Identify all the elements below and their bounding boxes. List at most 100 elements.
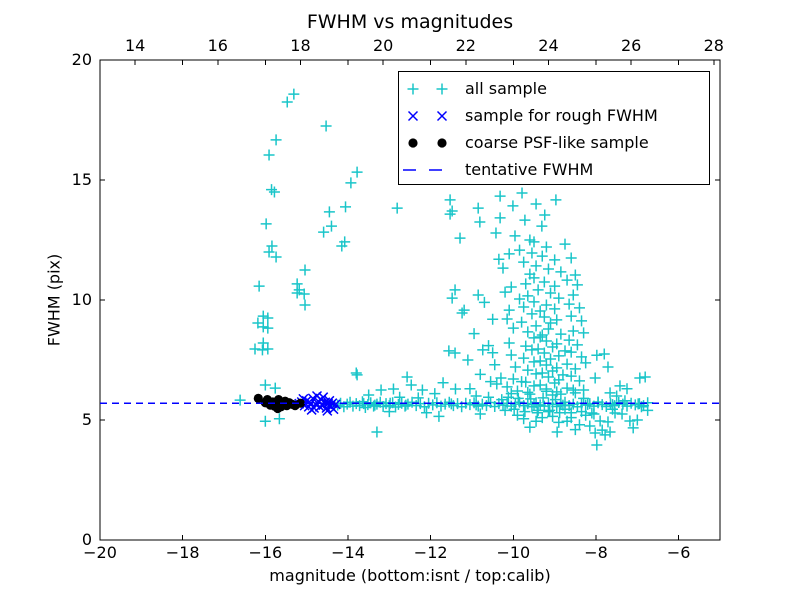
scatter-point: [547, 365, 559, 377]
tick-label: 24: [538, 36, 558, 55]
scatter-point: [499, 404, 511, 416]
scatter-point: [474, 216, 486, 228]
scatter-point: [436, 110, 448, 121]
scatter-point: [534, 305, 546, 317]
scatter-point: [536, 412, 548, 424]
scatter-point: [509, 361, 521, 373]
legend-entry-plus: all sample: [399, 75, 709, 102]
scatter-point: [516, 376, 528, 388]
scatter-point: [472, 202, 484, 214]
scatter-point: [322, 405, 333, 416]
scatter-point: [542, 263, 554, 275]
tick-label: 28: [704, 36, 724, 55]
scatter-point: [449, 347, 461, 359]
scatter-point: [253, 280, 265, 292]
scatter-point: [571, 339, 583, 351]
scatter-point: [436, 83, 448, 94]
scatter-point: [266, 184, 278, 196]
scatter-point: [330, 399, 341, 410]
scatter-point: [518, 301, 530, 313]
scatter-point: [555, 266, 567, 278]
x-axis-bottom-ticks: −20 −18 −16 −14 −12 −10 −8 −6: [83, 60, 690, 562]
scatter-point: [257, 337, 269, 349]
scatter-point: [634, 372, 646, 384]
scatter-point: [528, 272, 540, 284]
scatter-point: [559, 403, 571, 415]
scatter-point: [522, 290, 534, 302]
scatter-point: [429, 388, 441, 400]
scatter-point: [530, 198, 542, 210]
scatter-point: [567, 325, 579, 337]
scatter-point: [288, 88, 300, 100]
scatter-point: [549, 394, 561, 406]
scatter-point: [576, 406, 588, 418]
scatter-point: [336, 240, 348, 252]
scatter-point: [576, 351, 588, 363]
scatter-point: [443, 345, 455, 357]
scatter-point: [586, 407, 598, 419]
scatter-point: [295, 398, 306, 408]
scatter-point: [530, 320, 542, 332]
scatter-point: [503, 337, 515, 349]
scatter-point: [536, 220, 548, 232]
scatter-point: [311, 390, 323, 402]
scatter-point: [377, 401, 389, 413]
scatter-point: [509, 230, 521, 242]
tick-label: −10: [496, 543, 530, 562]
scatter-point: [591, 439, 603, 451]
scatter-point: [257, 321, 269, 333]
scatter-point: [234, 394, 246, 406]
scatter-point: [591, 349, 603, 361]
scatter-point: [531, 407, 543, 419]
scatter-point: [528, 296, 540, 308]
scatter-point: [565, 310, 577, 322]
legend-entry-cross: sample for rough FWHM: [399, 102, 709, 129]
scatter-point: [462, 354, 474, 366]
scatter-point: [262, 312, 274, 324]
scatter-point: [582, 398, 594, 410]
scatter-point: [433, 410, 445, 422]
scatter-point: [257, 310, 269, 322]
scatter-point: [602, 416, 614, 428]
scatter-point: [561, 274, 573, 286]
scatter-point: [528, 332, 540, 344]
tick-label: 20: [373, 36, 393, 55]
legend-entry-dot: coarse PSF-like sample: [399, 129, 709, 156]
scatter-point: [547, 389, 559, 401]
scatter-point: [323, 206, 335, 218]
all-sample-points: [234, 88, 654, 451]
tick-label: 10: [72, 290, 92, 309]
scatter-point: [534, 355, 546, 367]
scatter-point: [511, 385, 523, 397]
scatter-point: [621, 383, 633, 395]
scatter-point: [549, 254, 561, 266]
scatter-point: [563, 334, 575, 346]
scatter-point: [528, 399, 540, 411]
scatter-point: [363, 389, 375, 401]
scatter-point: [549, 280, 561, 292]
scatter-point: [262, 343, 274, 355]
scatter-point: [567, 384, 579, 396]
scatter-point: [270, 134, 282, 146]
scatter-point: [561, 358, 573, 370]
scatter-point: [524, 421, 536, 433]
scatter-point: [545, 287, 557, 299]
scatter-point: [607, 403, 619, 415]
scatter-point: [487, 347, 499, 359]
scatter-point: [262, 322, 274, 334]
scatter-point: [532, 404, 544, 416]
scatter-point: [559, 345, 571, 357]
scatter-point: [565, 346, 577, 358]
scatter-point: [576, 315, 588, 327]
scatter-point: [569, 269, 581, 281]
scatter-point: [449, 383, 461, 395]
scatter-point: [503, 248, 515, 260]
scatter-point: [464, 383, 476, 395]
scatter-point: [268, 186, 280, 198]
scatter-point: [549, 377, 561, 389]
scatter-point: [351, 166, 363, 178]
scatter-point: [350, 367, 362, 379]
scatter-point: [542, 406, 554, 418]
scatter-point: [401, 371, 413, 383]
scatter-point: [256, 344, 268, 356]
